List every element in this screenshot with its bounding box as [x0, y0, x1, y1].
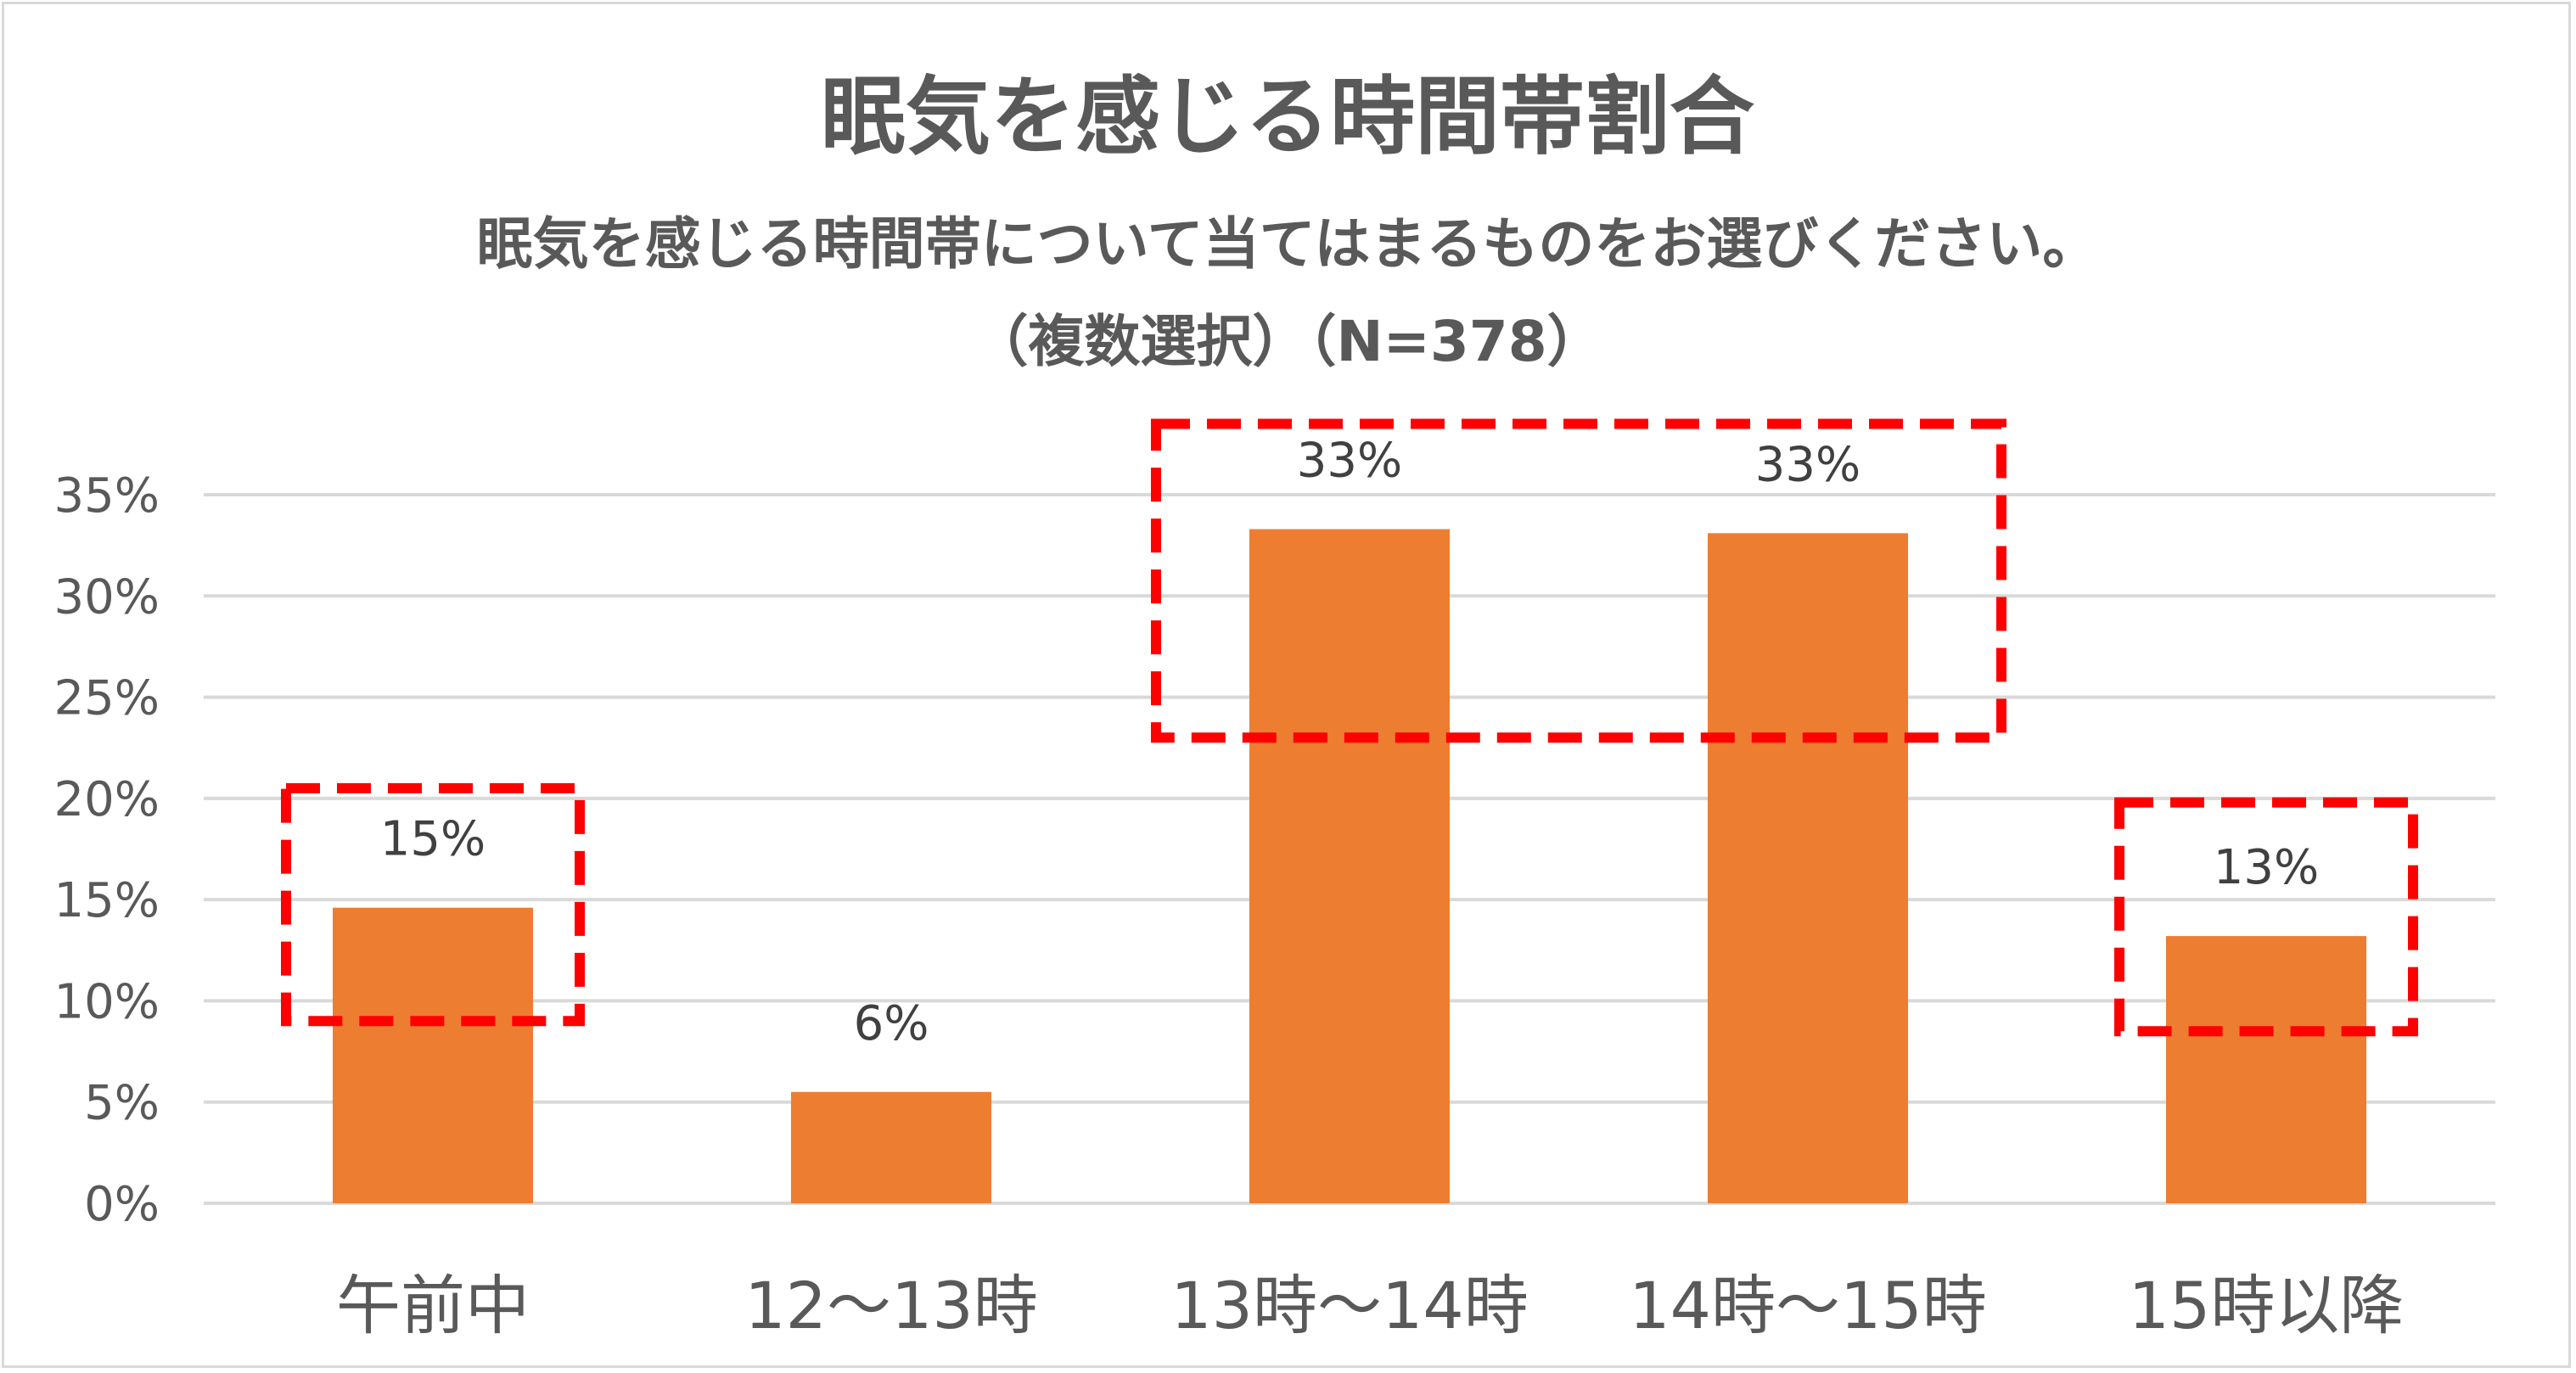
y-tick-label: 20%	[54, 772, 160, 827]
y-tick-label: 25%	[54, 671, 160, 726]
gridlines	[204, 493, 2495, 1205]
x-tick-label: 15時以降	[2129, 1268, 2405, 1343]
y-tick-label: 0%	[84, 1177, 160, 1232]
x-tick-label: 14時～15時	[1629, 1268, 1986, 1343]
y-tick-label: 15%	[54, 873, 160, 928]
bar	[1249, 529, 1450, 1203]
highlight-boxes	[281, 418, 2418, 1037]
x-tick-label: 12～13時	[744, 1268, 1037, 1343]
bar	[791, 1091, 991, 1203]
data-label: 13%	[2214, 840, 2319, 895]
y-tick-label: 30%	[54, 569, 160, 625]
data-label: 33%	[1755, 437, 1860, 492]
y-axis: 0% 5% 10% 15% 20% 25% 30% 35%	[54, 468, 160, 1232]
data-label: 15%	[380, 812, 485, 867]
data-label: 6%	[854, 996, 929, 1051]
data-label: 33%	[1297, 434, 1402, 489]
bars	[333, 529, 2366, 1203]
highlight-box	[281, 782, 585, 1027]
y-tick-label: 35%	[54, 468, 160, 524]
chart-subtitle-line1: 眠気を感じる時間帯について当てはまるものをお選びください。	[477, 211, 2099, 277]
y-tick-label: 10%	[54, 974, 160, 1029]
x-axis: 午前中 12～13時 13時～14時 14時～15時 15時以降	[336, 1268, 2404, 1343]
data-labels: 15% 6% 33% 33% 13%	[380, 434, 2319, 1051]
x-tick-label: 13時～14時	[1170, 1268, 1528, 1343]
highlight-box	[1151, 418, 2006, 743]
y-tick-label: 5%	[84, 1076, 160, 1131]
chart-title: 眠気を感じる時間帯割合	[821, 67, 1754, 166]
highlight-box	[2114, 797, 2418, 1037]
bar	[1708, 533, 1908, 1203]
bar	[333, 907, 533, 1203]
x-tick-label: 午前中	[336, 1268, 530, 1343]
bar	[2166, 936, 2366, 1203]
chart-subtitle-line2: （複数選択）（N=378）	[972, 309, 1602, 374]
